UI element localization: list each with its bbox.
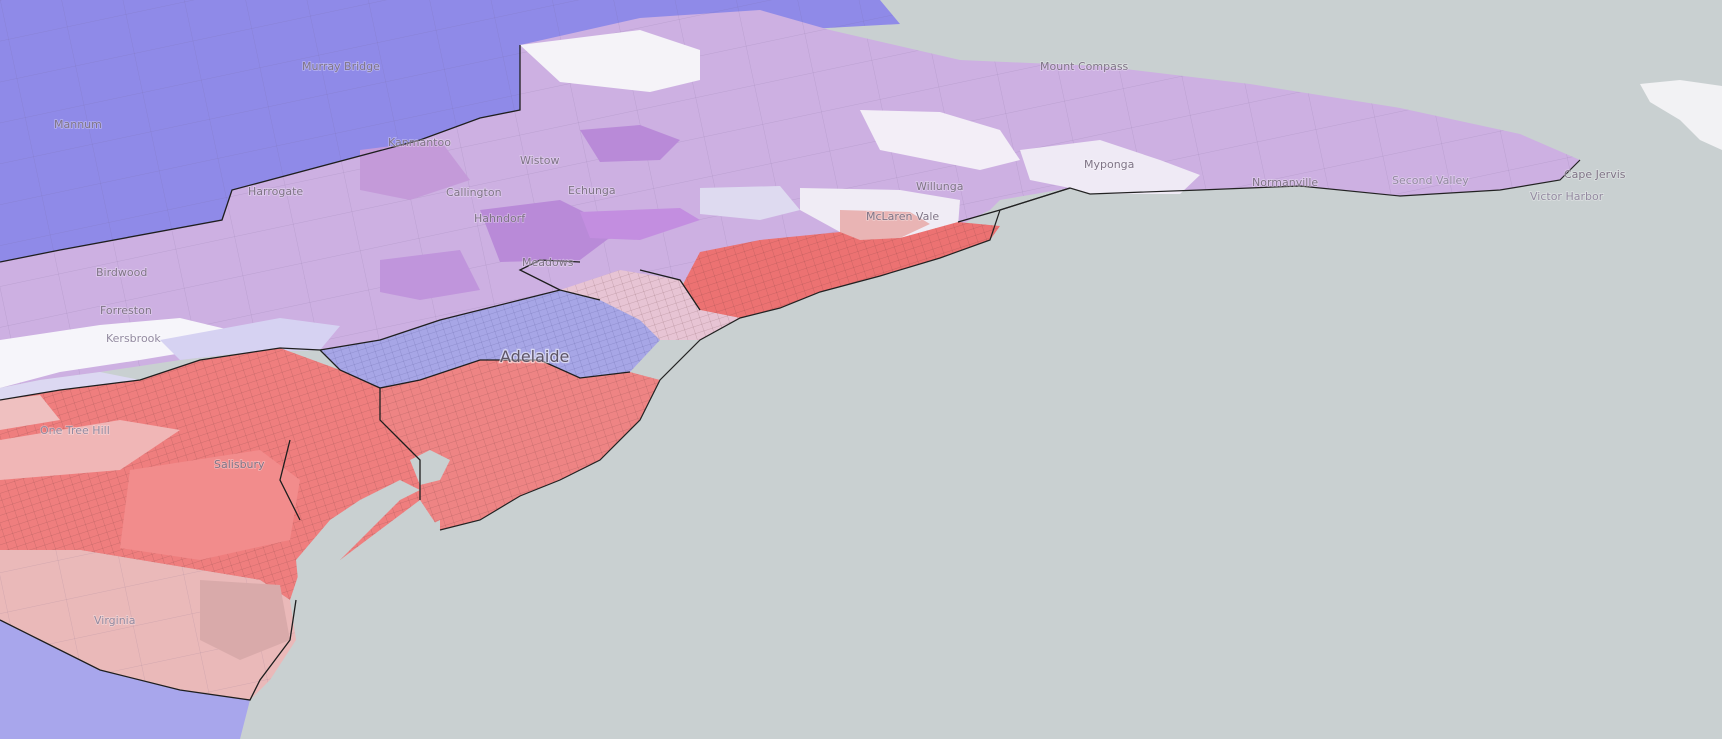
region-pink-mclaren xyxy=(840,210,930,240)
region-red-salisbury-core xyxy=(120,450,300,560)
label-murray-bridge: Murray Bridge xyxy=(302,60,380,73)
port-river-inlet xyxy=(296,480,440,620)
region-red-south-coast-grid xyxy=(680,222,1000,318)
region-white-myponga xyxy=(1020,140,1200,194)
region-white-west xyxy=(0,318,230,388)
label-kersbrook: Kersbrook xyxy=(106,332,161,345)
region-pink-virginia-dark xyxy=(200,580,290,660)
label-mount-compass: Mount Compass xyxy=(1040,60,1129,73)
region-white-north xyxy=(520,30,700,92)
region-blue-southwest xyxy=(0,620,250,739)
label-cape-jervis: Cape Jervis xyxy=(1564,168,1626,181)
label-meadows: Meadows xyxy=(522,256,574,269)
label-willunga: Willunga xyxy=(916,180,963,193)
region-purple-dark-5 xyxy=(360,140,470,200)
region-purple-dark-3 xyxy=(580,208,700,240)
region-red-metro-grid xyxy=(380,360,660,530)
region-pink-west-2 xyxy=(0,420,180,480)
region-mixed-metro-grid xyxy=(560,270,740,340)
label-victor-harbor: Victor Harbor xyxy=(1530,190,1604,203)
region-blue-suburbs-grid xyxy=(320,290,660,388)
label-one-tree-hill: One Tree Hill xyxy=(40,424,110,437)
region-white-central xyxy=(860,110,1020,170)
label-myponga: Myponga xyxy=(1084,158,1134,171)
label-virginia: Virginia xyxy=(94,614,135,627)
label-mannum: Mannum xyxy=(54,118,102,131)
label-hahndorf: Hahndorf xyxy=(474,212,526,225)
region-purple-dark-1 xyxy=(580,125,680,162)
island-landmass xyxy=(1640,80,1722,150)
region-lavender-central xyxy=(700,186,800,220)
region-blue-north-detail xyxy=(0,0,900,262)
coastline xyxy=(439,159,1581,531)
place-labels: Adelaide Salisbury Virginia Murray Bridg… xyxy=(39,59,1626,628)
label-salisbury: Salisbury xyxy=(214,458,265,471)
label-birdwood: Birdwood xyxy=(96,266,147,279)
label-callington: Callington xyxy=(446,186,502,199)
label-normanville: Normanville xyxy=(1252,176,1318,189)
label-mclaren-vale: McLaren Vale xyxy=(866,210,939,223)
label-forreston: Forreston xyxy=(100,304,152,317)
label-adelaide: Adelaide xyxy=(500,347,569,366)
region-pink-west-1 xyxy=(0,395,60,430)
label-echunga: Echunga xyxy=(568,184,616,197)
region-lavender-west xyxy=(160,318,340,360)
label-kanmantoo: Kanmantoo xyxy=(388,136,451,149)
label-wistow: Wistow xyxy=(520,154,559,167)
label-second-valley: Second Valley xyxy=(1392,174,1469,187)
region-purple-dark-4 xyxy=(380,250,480,300)
label-harrogate: Harrogate xyxy=(248,185,303,198)
